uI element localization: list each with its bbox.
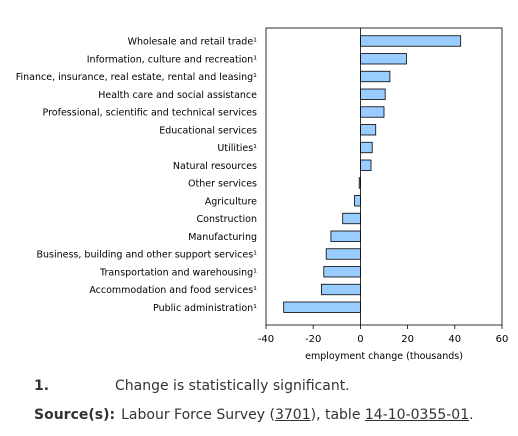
source-text-after: .	[469, 407, 474, 423]
bar	[359, 35, 462, 47]
x-axis-title: employment change (thousands)	[305, 351, 463, 362]
x-tick-label: 0	[357, 334, 363, 345]
category-label: Finance, insurance, real estate, rental …	[16, 72, 257, 83]
bar	[325, 248, 361, 260]
bar	[359, 88, 386, 100]
category-label: Health care and social assistance	[98, 90, 257, 101]
category-label: Utilities¹	[217, 143, 257, 154]
bar	[359, 159, 372, 171]
footnote-number: 1.	[34, 378, 50, 394]
x-axis-ticks: -40 -20 0 20 40 60	[258, 325, 509, 345]
category-label: Public administration¹	[153, 303, 257, 314]
bar	[359, 53, 407, 65]
x-tick-label: -20	[305, 334, 321, 345]
category-label: Accommodation and food services¹	[89, 285, 257, 296]
category-labels: Wholesale and retail trade¹ Information, …	[16, 37, 257, 314]
bar	[359, 124, 377, 136]
footnote: 1. Change is statistically significant.	[34, 378, 350, 394]
category-label: Other services	[188, 179, 257, 190]
source-label: Source(s):	[34, 407, 116, 423]
bar	[283, 301, 361, 313]
table-number-link[interactable]: 14-10-0355-01	[364, 407, 470, 423]
bar	[323, 266, 361, 278]
category-label: Educational services	[159, 125, 257, 136]
footnote-text: Change is statistically significant.	[115, 378, 350, 394]
source-text-middle: ), table	[310, 407, 365, 423]
x-tick-label: 20	[401, 334, 414, 345]
bars-layer	[283, 35, 462, 313]
category-label: Construction	[197, 214, 258, 225]
bar	[342, 212, 361, 225]
category-label: Agriculture	[205, 196, 257, 207]
category-label: Manufacturing	[188, 232, 257, 243]
bar	[359, 106, 385, 118]
employment-change-chart: Wholesale and retail trade¹ Information, …	[16, 27, 509, 362]
survey-number-link[interactable]: 3701	[274, 407, 311, 423]
category-label: Transportation and warehousing¹	[99, 267, 257, 278]
bar	[359, 70, 391, 83]
source-text-before: Labour Force Survey (	[121, 407, 275, 423]
x-tick-label: 60	[496, 334, 509, 345]
category-label: Wholesale and retail trade¹	[128, 37, 258, 48]
category-label: Professional, scientific and technical s…	[43, 108, 258, 119]
bar	[359, 141, 373, 154]
bar	[321, 283, 361, 296]
x-tick-label: 40	[448, 334, 461, 345]
x-tick-label: -40	[258, 334, 274, 345]
bar	[330, 230, 361, 242]
bar	[354, 195, 361, 207]
category-label: Information, culture and recreation¹	[87, 54, 257, 65]
source-line: Source(s): Labour Force Survey (3701), ta…	[34, 407, 474, 423]
category-label: Business, building and other support ser…	[36, 250, 257, 261]
category-label: Natural resources	[173, 161, 257, 172]
